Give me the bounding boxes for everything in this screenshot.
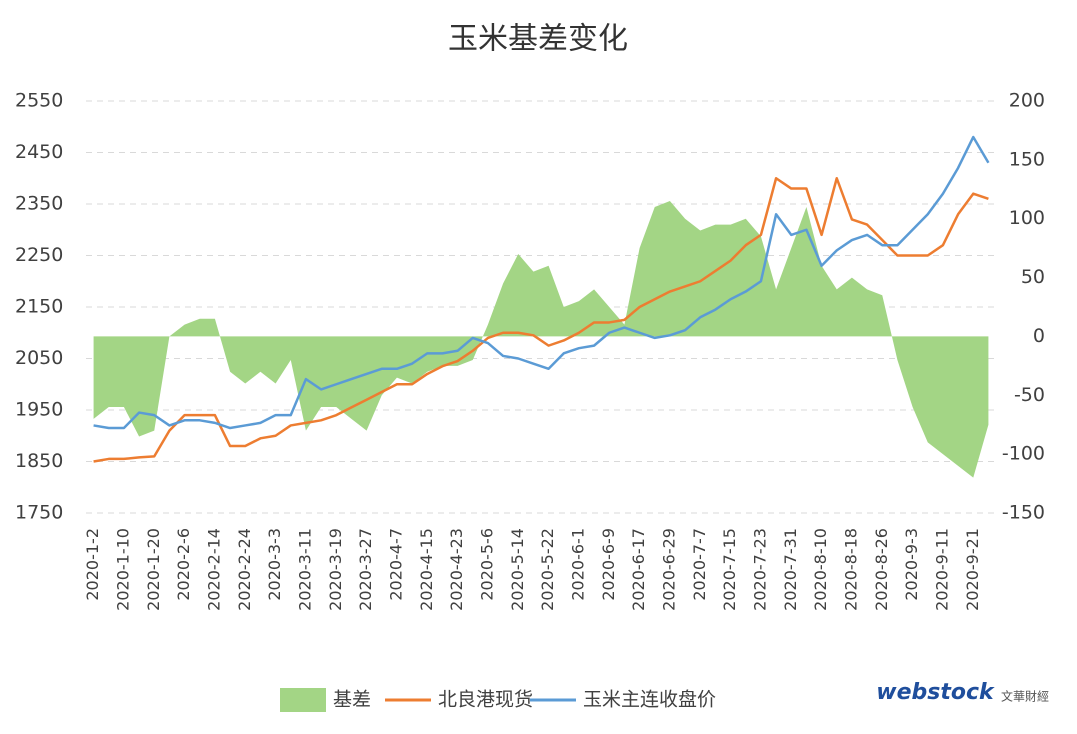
watermark-logo: webstock [876,680,995,705]
x-tick-label: 2020-7-7 [690,528,709,601]
area [93,201,989,478]
y2-tick-label: -150 [1002,502,1045,524]
x-tick-label: 2020-2-6 [174,528,193,601]
y-tick-label: 2150 [15,296,63,318]
y2-tick-label: 150 [1009,148,1045,170]
x-tick-label: 2020-8-18 [841,528,860,611]
y-tick-label: 1850 [15,450,63,472]
chart-title: 玉米基差变化 [448,22,628,57]
legend-label: 北良港现货 [438,689,533,711]
x-tick-label: 2020-3-11 [295,528,314,611]
x-tick-label: 2020-3-19 [326,528,345,611]
x-tick-label: 2020-9-11 [932,528,951,611]
y2-tick-label: 100 [1009,207,1045,229]
x-tick-label: 2020-5-6 [477,528,496,601]
x-tick-label: 2020-5-22 [538,528,557,611]
x-tick-label: 2020-9-21 [963,528,982,611]
legend-label: 基差 [333,689,371,711]
y2-tick-label: 0 [1033,325,1045,347]
x-tick-label: 2020-7-23 [750,528,769,611]
watermark-text: 文華財經 [1001,689,1049,704]
x-tick-label: 2020-5-14 [508,528,527,611]
x-tick-label: 2020-6-17 [629,528,648,611]
x-tick-label: 2020-3-3 [265,528,284,601]
legend-swatch [280,688,326,712]
x-tick-label: 2020-6-1 [568,528,587,601]
x-tick-label: 2020-4-15 [417,528,436,611]
y2-tick-label: -50 [1014,384,1045,406]
x-tick-label: 2020-2-24 [235,528,254,611]
line [93,177,989,463]
y-tick-label: 2550 [15,90,63,112]
x-tick-label: 2020-8-26 [872,528,891,611]
x-tick-label: 2020-1-20 [144,528,163,611]
y2-tick-label: -100 [1002,443,1045,465]
x-tick-label: 2020-1-10 [113,528,132,611]
y-tick-label: 1750 [15,502,63,524]
legend-label: 玉米主连收盘价 [583,689,716,711]
x-tick-label: 2020-9-3 [902,528,921,601]
line [93,135,990,430]
x-tick-label: 2020-2-14 [204,528,223,611]
y-tick-label: 2250 [15,244,63,266]
y-tick-label: 1950 [15,399,63,421]
y-tick-label: 2450 [15,141,63,163]
y-tick-label: 2050 [15,347,63,369]
y2-tick-label: 200 [1009,90,1045,112]
y-tick-label: 2350 [15,193,63,215]
x-tick-label: 2020-6-9 [599,528,618,601]
x-tick-label: 2020-1-2 [83,528,102,601]
x-tick-label: 2020-6-29 [659,528,678,611]
x-tick-label: 2020-3-27 [356,528,375,611]
x-tick-label: 2020-7-15 [720,528,739,611]
x-tick-label: 2020-4-23 [447,528,466,611]
x-tick-label: 2020-8-10 [811,528,830,611]
x-tick-label: 2020-4-7 [386,528,405,601]
y2-tick-label: 50 [1021,266,1045,288]
x-tick-label: 2020-7-31 [781,528,800,611]
